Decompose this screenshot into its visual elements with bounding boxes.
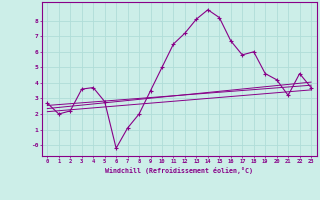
X-axis label: Windchill (Refroidissement éolien,°C): Windchill (Refroidissement éolien,°C) bbox=[105, 167, 253, 174]
